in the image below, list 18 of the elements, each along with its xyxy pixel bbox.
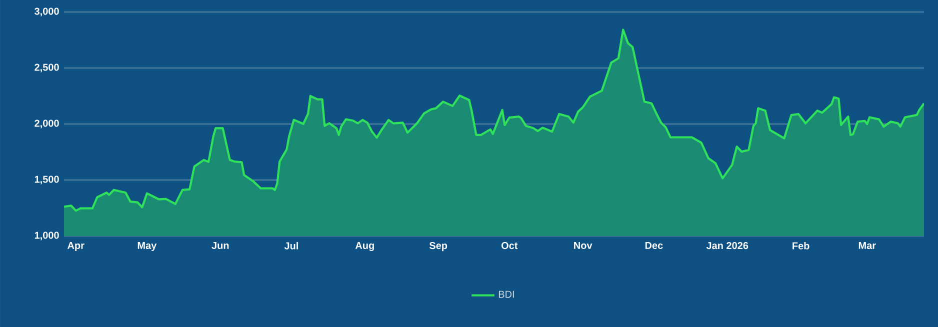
x-tick-label: Feb — [792, 242, 810, 250]
x-tick-label: May — [138, 242, 157, 251]
x-tick-label: Apr — [68, 242, 84, 251]
x-tick-label: Jan 2026 — [706, 242, 748, 250]
x-tick-label: Jul — [284, 242, 298, 250]
y-tick-label: 2,000 — [34, 120, 59, 128]
legend-label: BDI — [498, 290, 514, 298]
y-tick-label: 2,500 — [34, 64, 59, 72]
x-tick-label: Jun — [212, 242, 229, 250]
y-tick-label: 3,000 — [34, 8, 59, 16]
x-tick-label: Nov — [574, 242, 592, 250]
x-tick-label: Oct — [501, 242, 518, 250]
x-tick-label: Dec — [645, 242, 663, 250]
x-tick-label: Aug — [355, 242, 374, 252]
y-tick-label: 1,500 — [34, 176, 59, 184]
x-tick-label: Sep — [429, 242, 448, 252]
x-tick-label: Mar — [858, 242, 876, 250]
y-tick-label: 1,000 — [34, 232, 59, 240]
